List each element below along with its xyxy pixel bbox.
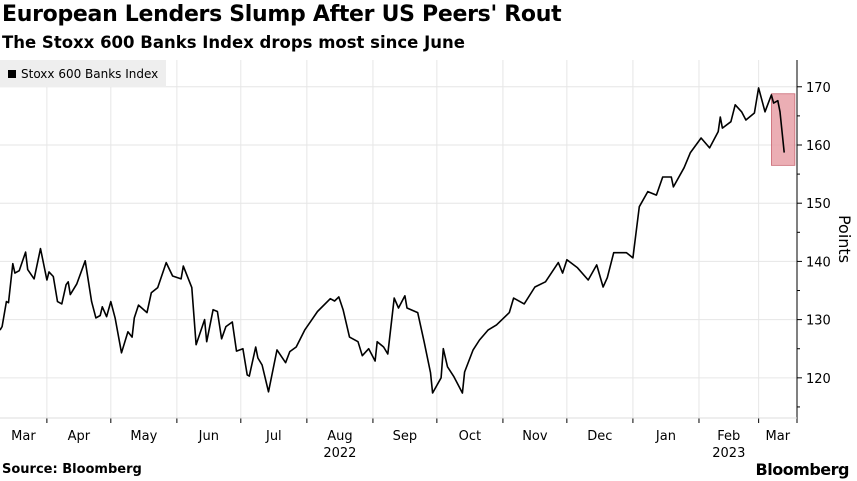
x-tick-label: Feb (717, 429, 740, 444)
highlight-box (771, 93, 796, 166)
y-tick-label: 170 (806, 81, 831, 96)
legend-label: Stoxx 600 Banks Index (21, 66, 159, 81)
bloomberg-logo: Bloomberg (755, 460, 850, 479)
x-tick-label: Aug (327, 429, 352, 444)
x-tick-label: Sep (393, 429, 418, 444)
year-label: 2023 (712, 446, 745, 461)
x-tick-label: Jun (198, 429, 219, 444)
x-tick-label: Dec (587, 429, 612, 444)
y-tick-label: 120 (806, 372, 831, 387)
year-label: 2022 (323, 446, 356, 461)
x-tick-label: Nov (522, 429, 548, 444)
y-tick-label: 150 (806, 197, 831, 212)
x-tick-label: Jul (265, 429, 282, 444)
legend-swatch (8, 69, 16, 78)
y-axis-label: Points (835, 215, 854, 263)
x-tick-label: Apr (68, 429, 91, 444)
chart-title: European Lenders Slump After US Peers' R… (2, 2, 562, 27)
chart-subtitle: The Stoxx 600 Banks Index drops most sin… (2, 33, 465, 52)
x-tick-label: Oct (459, 429, 481, 444)
x-tick-label: May (130, 429, 157, 444)
source-note: Source: Bloomberg (2, 462, 142, 477)
y-tick-label: 130 (806, 314, 831, 329)
x-tick-label: Mar (11, 429, 36, 444)
series-line (0, 87, 785, 394)
legend: Stoxx 600 Banks Index (0, 60, 166, 87)
y-tick-label: 140 (806, 255, 831, 270)
x-tick-label: Mar (766, 429, 791, 444)
y-tick-label: 160 (806, 139, 831, 154)
x-tick-label: Jan (655, 429, 676, 444)
